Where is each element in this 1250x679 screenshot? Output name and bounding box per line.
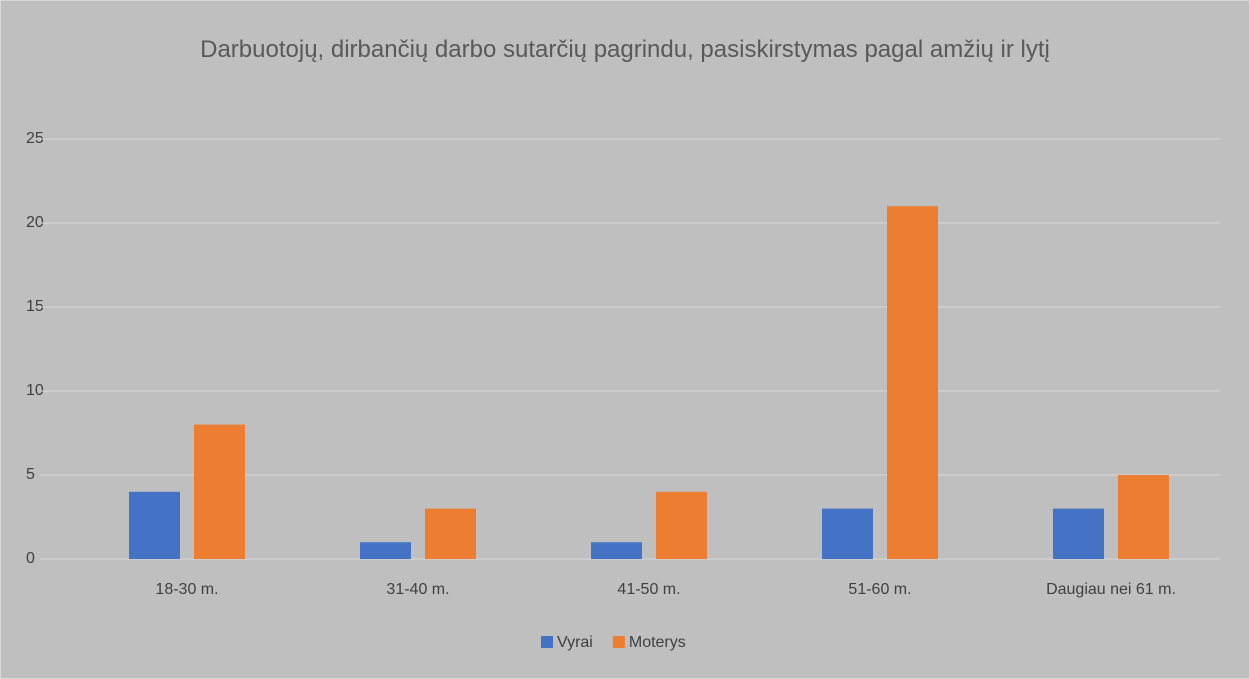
- x-tick-label: 31-40 m.: [386, 581, 449, 598]
- bar: [194, 424, 245, 559]
- x-tick-label: 18-30 m.: [155, 581, 218, 598]
- bar: [129, 491, 180, 559]
- bar: [1118, 475, 1169, 559]
- legend-label: Vyrai: [557, 634, 593, 651]
- legend-swatch: [612, 636, 625, 648]
- bar: [887, 206, 938, 559]
- legend-swatch: [541, 636, 553, 648]
- bar: [656, 491, 707, 559]
- y-tick-label: 15: [26, 298, 44, 315]
- bar: [425, 508, 476, 559]
- bar: [360, 542, 411, 559]
- y-tick-label: 5: [26, 466, 35, 483]
- y-tick-label: 25: [26, 130, 44, 147]
- bar: [1053, 508, 1104, 559]
- legend-label: Moterys: [629, 634, 686, 651]
- x-tick-label: Daugiau nei 61 m.: [1046, 581, 1176, 598]
- chart-title: Darbuotojų, dirbančių darbo sutarčių pag…: [200, 36, 1050, 63]
- y-tick-label: 10: [26, 382, 44, 399]
- x-tick-label: 51-60 m.: [848, 581, 911, 598]
- x-tick-label: 41-50 m.: [617, 581, 680, 598]
- y-tick-label: 20: [26, 214, 44, 231]
- bar: [591, 542, 642, 559]
- y-tick-label: 0: [26, 550, 35, 567]
- bar: [822, 508, 873, 559]
